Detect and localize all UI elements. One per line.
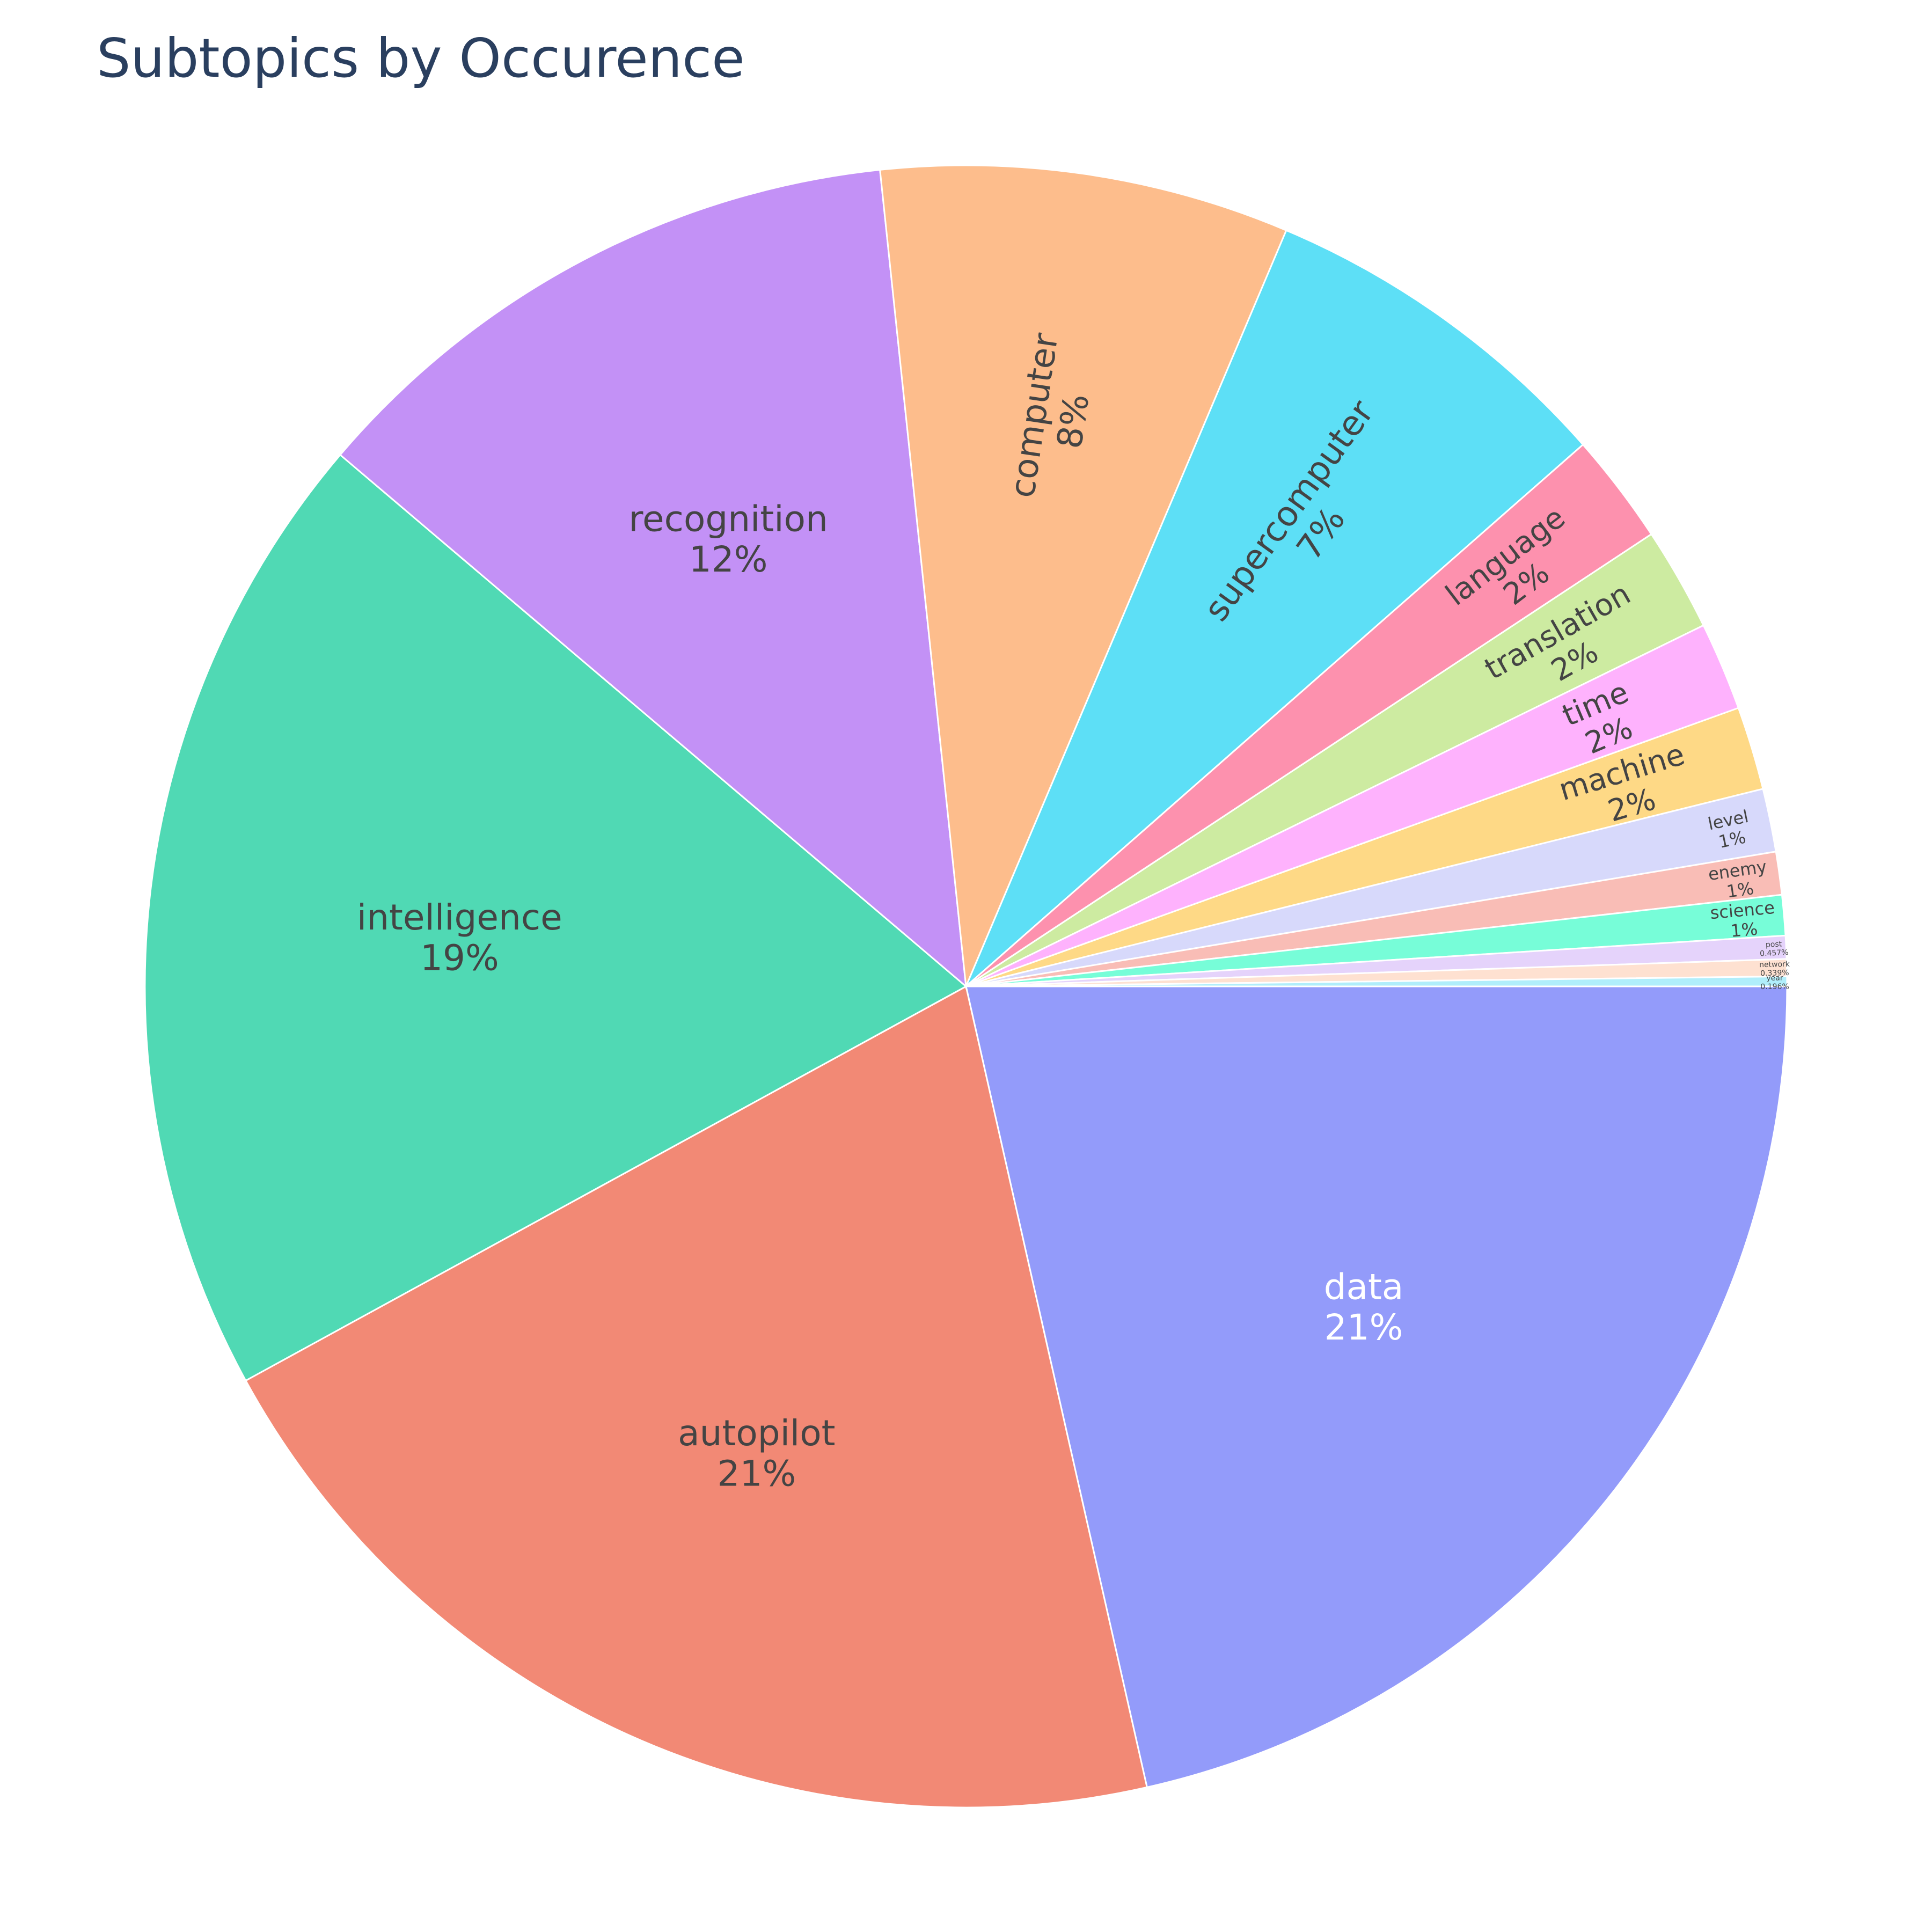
pie-slice-data[interactable] xyxy=(965,985,1788,1789)
slice-label-percent: 1% xyxy=(1730,919,1759,941)
pie-slice-recognition[interactable] xyxy=(339,169,967,989)
slice-label-name: network xyxy=(1759,960,1790,969)
pie-slice-autopilot[interactable] xyxy=(244,985,1148,1809)
slice-label-percent: 21% xyxy=(717,1453,796,1495)
slice-label-percent: 8% xyxy=(1050,391,1097,451)
slice-label-percent: 1% xyxy=(1725,878,1755,902)
slice-label-name: post xyxy=(1766,940,1782,949)
slice-label-name: intelligence xyxy=(357,897,562,938)
slice-label-percent: 0.196% xyxy=(1760,983,1789,991)
slice-label-percent: 0.457% xyxy=(1760,948,1789,958)
slice-label-name: year xyxy=(1766,974,1783,983)
chart-title: Subtopics by Occurence xyxy=(97,27,745,90)
slice-label-percent: 21% xyxy=(1324,1307,1403,1348)
slice-label-name: recognition xyxy=(628,498,828,539)
slice-label-percent: 0.339% xyxy=(1760,969,1789,978)
slice-label-name: autopilot xyxy=(678,1413,835,1454)
slice-label-name: data xyxy=(1324,1266,1404,1307)
slice-label-percent: 19% xyxy=(420,938,499,979)
pie-slice-year[interactable] xyxy=(965,975,1788,987)
pie-slice-supercomputer[interactable] xyxy=(965,229,1584,987)
slice-label-percent: 12% xyxy=(689,539,768,580)
pie-slice-intelligence[interactable] xyxy=(144,453,968,1382)
pie-slice-computer[interactable] xyxy=(879,164,1287,990)
